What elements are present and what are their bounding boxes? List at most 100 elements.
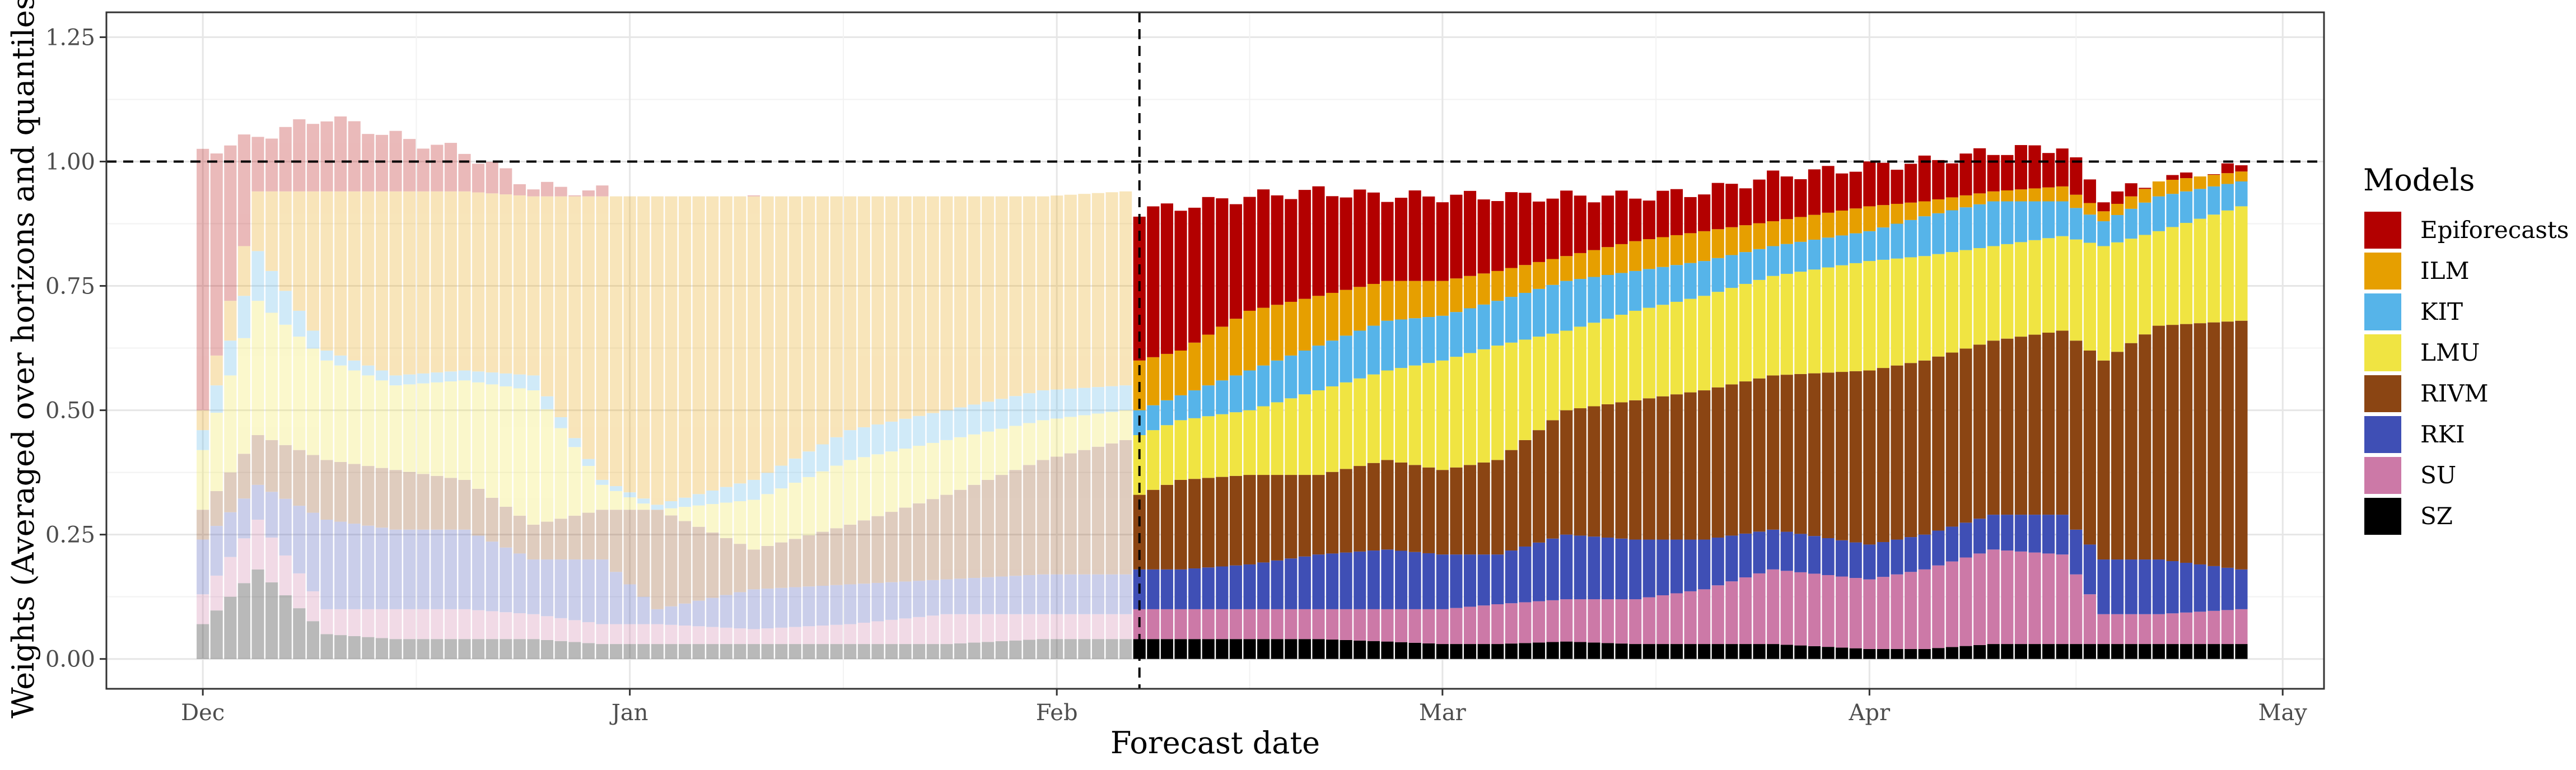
bar-segment-lmu bbox=[458, 380, 471, 480]
bar-segment-su bbox=[2152, 614, 2165, 645]
bar-segment-kit bbox=[2070, 208, 2083, 240]
bar-segment-sz bbox=[1532, 642, 1546, 659]
bar-segment-su bbox=[1932, 565, 1945, 648]
bar-segment-kit bbox=[706, 490, 719, 505]
bar-segment-lmu bbox=[293, 337, 306, 450]
y-axis: 0.00 0.25 0.50 0.75 1.00 1.25 bbox=[45, 25, 106, 673]
bar-segment-su bbox=[1836, 576, 1849, 648]
bar-segment-sz bbox=[1808, 646, 1821, 659]
bar-segment-rivm bbox=[1229, 475, 1242, 566]
bar-segment-lmu bbox=[1877, 259, 1889, 368]
bar-segment-rki bbox=[2042, 515, 2055, 554]
bar-segment-lmu bbox=[968, 434, 981, 485]
bar-segment-rki bbox=[871, 582, 884, 622]
bar-segment-epiforecasts bbox=[1394, 198, 1408, 281]
date-bar bbox=[2152, 181, 2165, 659]
bar-segment-rivm bbox=[1340, 469, 1352, 553]
bar-segment-lmu bbox=[802, 477, 815, 535]
bar-segment-rivm bbox=[2166, 325, 2179, 562]
bar-segment-lmu bbox=[1642, 307, 1655, 399]
bar-segment-su bbox=[734, 628, 746, 645]
bar-segment-rivm bbox=[830, 528, 843, 585]
bar-segment-kit bbox=[2125, 208, 2138, 239]
bar-segment-sz bbox=[2042, 644, 2055, 659]
bar-segment-sz bbox=[1491, 644, 1504, 659]
bar-segment-sz bbox=[899, 644, 912, 659]
bar-segment-sz bbox=[1863, 648, 1876, 659]
bar-segment-ilm bbox=[1891, 203, 1903, 224]
bar-segment-rivm bbox=[1188, 479, 1201, 569]
bar-segment-kit bbox=[444, 371, 457, 382]
bar-segment-su bbox=[568, 620, 581, 642]
bar-segment-rivm bbox=[210, 491, 223, 526]
bar-segment-kit bbox=[1987, 201, 2000, 246]
bar-segment-epiforecasts bbox=[1642, 200, 1655, 240]
bar-segment-su bbox=[403, 609, 416, 640]
bar-segment-kit bbox=[844, 430, 857, 460]
date-bar bbox=[926, 196, 939, 659]
bar-segment-rki bbox=[1257, 562, 1270, 609]
bar-segment-epiforecasts bbox=[293, 119, 306, 192]
bar-segment-kit bbox=[651, 505, 664, 510]
date-bar bbox=[1574, 195, 1586, 659]
bar-segment-rivm bbox=[1105, 443, 1118, 575]
bar-segment-ilm bbox=[1119, 191, 1132, 386]
bar-segment-rivm bbox=[1987, 340, 2000, 515]
bar-segment-su bbox=[1188, 609, 1201, 640]
bar-segment-rivm bbox=[1450, 467, 1463, 555]
bar-segment-ilm bbox=[1849, 208, 1862, 234]
date-bar bbox=[1105, 192, 1118, 659]
bar-segment-rki bbox=[1051, 574, 1063, 614]
bar-segment-sz bbox=[775, 644, 788, 659]
date-bar bbox=[237, 134, 251, 659]
date-bar bbox=[1519, 193, 1532, 659]
bar-segment-rivm bbox=[2194, 323, 2206, 564]
bar-segment-ilm bbox=[1326, 292, 1339, 341]
bar-segment-lmu bbox=[1546, 333, 1559, 421]
bar-segment-rivm bbox=[788, 539, 801, 587]
bar-segment-epiforecasts bbox=[1656, 190, 1669, 237]
bar-segment-rivm bbox=[1381, 460, 1394, 550]
bar-segment-kit bbox=[541, 396, 554, 409]
bar-segment-ilm bbox=[1064, 194, 1077, 389]
bar-segment-su bbox=[995, 614, 1008, 641]
bar-segment-epiforecasts bbox=[1477, 199, 1490, 274]
bar-segment-rivm bbox=[995, 475, 1008, 577]
bar-segment-epiforecasts bbox=[1243, 197, 1256, 311]
bar-segment-ilm bbox=[2125, 196, 2138, 209]
bar-segment-rivm bbox=[802, 535, 815, 587]
date-bar bbox=[486, 162, 498, 659]
bar-segment-rivm bbox=[2070, 340, 2083, 530]
bar-segment-epiforecasts bbox=[2235, 165, 2248, 172]
bar-segment-ilm bbox=[2194, 176, 2206, 189]
date-bar bbox=[1202, 197, 1215, 659]
bar-segment-ilm bbox=[1174, 351, 1187, 395]
bar-segment-su bbox=[417, 609, 430, 640]
bar-segment-rivm bbox=[389, 470, 402, 530]
bar-segment-sz bbox=[1105, 639, 1118, 659]
date-bar bbox=[1160, 203, 1173, 659]
bar-segment-rki bbox=[1394, 550, 1408, 609]
bar-segment-sz bbox=[1560, 641, 1573, 659]
bar-segment-rivm bbox=[1436, 470, 1449, 555]
bar-segment-ilm bbox=[1574, 253, 1586, 279]
date-bar bbox=[210, 153, 223, 659]
date-bar bbox=[306, 124, 320, 659]
bar-segment-lmu bbox=[1064, 417, 1077, 454]
bar-segment-su bbox=[2221, 610, 2234, 645]
bar-segment-sz bbox=[2180, 644, 2193, 659]
bar-segment-kit bbox=[1105, 386, 1118, 412]
bar-segment-rivm bbox=[2028, 334, 2041, 515]
bar-segment-su bbox=[913, 617, 926, 645]
bar-segment-su bbox=[940, 614, 953, 645]
bar-segment-kit bbox=[1767, 246, 1780, 276]
bar-segment-lmu bbox=[582, 466, 595, 513]
legend-swatch-sz bbox=[2364, 498, 2401, 535]
bar-segment-kit bbox=[2152, 196, 2165, 231]
bar-segment-sz bbox=[1119, 639, 1132, 659]
bar-segment-su bbox=[1753, 573, 1766, 645]
bar-segment-rivm bbox=[251, 435, 264, 485]
bar-segment-su bbox=[2001, 550, 2014, 645]
bar-segment-epiforecasts bbox=[1739, 188, 1752, 226]
bar-segment-su bbox=[2028, 552, 2041, 645]
